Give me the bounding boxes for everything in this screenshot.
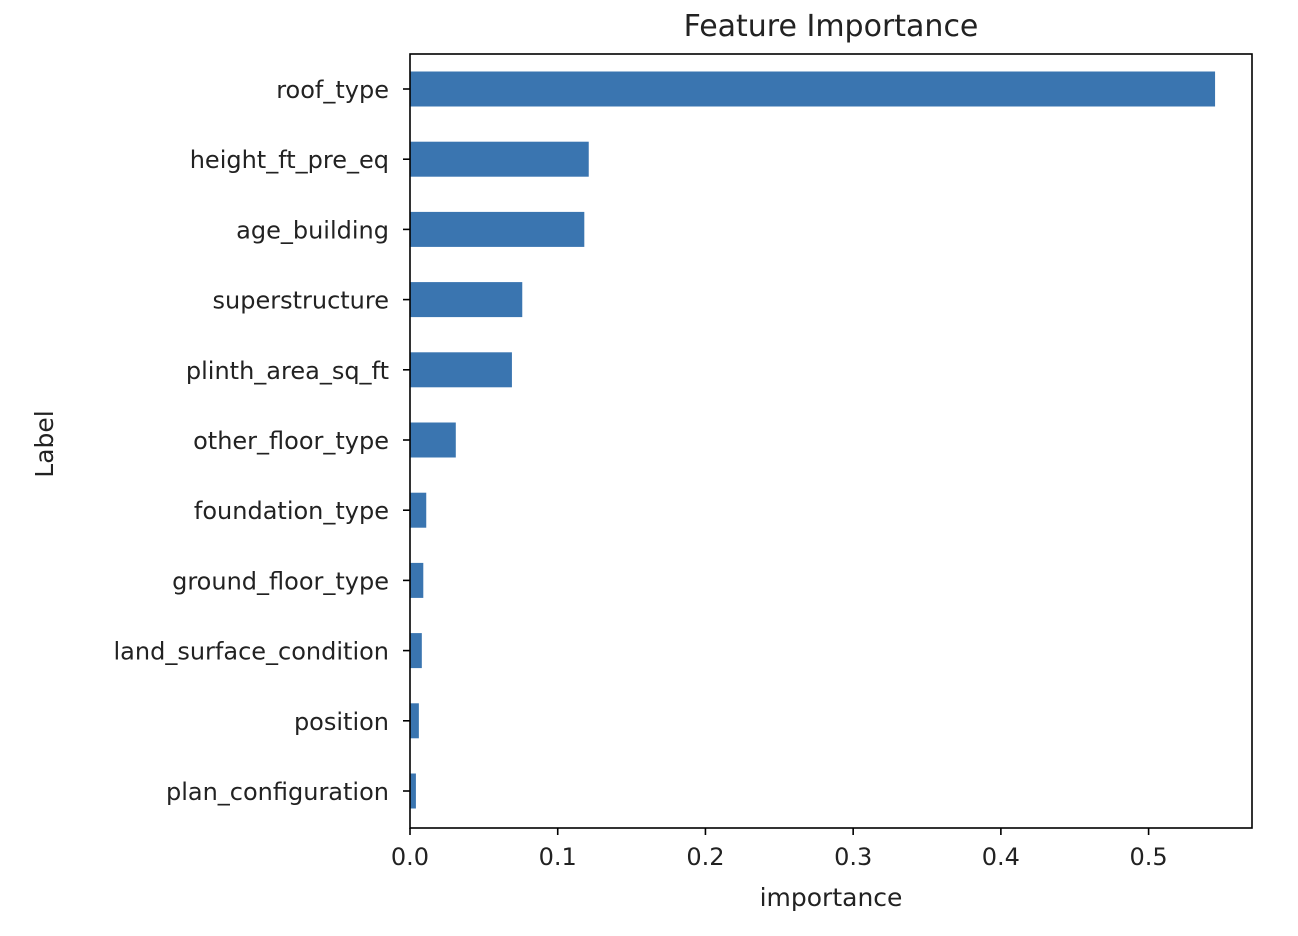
x-tick-label: 0.3 xyxy=(834,843,872,871)
bar-age-building xyxy=(410,211,585,247)
y-tick-label-foundation-type: foundation_type xyxy=(194,497,389,525)
y-tick-label-ground-floor-type: ground_floor_type xyxy=(172,567,389,595)
y-tick-label-other-floor-type: other_floor_type xyxy=(193,427,389,455)
plot-frame xyxy=(409,53,1253,829)
y-axis-label: Label xyxy=(30,410,59,477)
bar-position xyxy=(410,703,419,739)
chart-title: Feature Importance xyxy=(684,9,979,44)
y-tick-label-superstructure: superstructure xyxy=(213,287,390,315)
bar-plan-configuration xyxy=(410,773,416,809)
x-tick-label: 0.4 xyxy=(982,843,1020,871)
bar-height-ft-pre-eq xyxy=(410,141,589,177)
y-tick-label-land-surface-condition: land_surface_condition xyxy=(114,638,389,666)
y-tick-label-plinth-area-sq-ft: plinth_area_sq_ft xyxy=(186,357,389,385)
bar-land-surface-condition xyxy=(410,633,422,669)
bar-superstructure xyxy=(410,282,523,318)
x-axis-label: importance xyxy=(760,883,903,912)
bar-other-floor-type xyxy=(410,422,456,458)
x-tick-label: 0.1 xyxy=(539,843,577,871)
y-tick-label-height-ft-pre-eq: height_ft_pre_eq xyxy=(190,146,389,174)
bar-roof-type xyxy=(410,71,1216,107)
y-tick-label-roof-type: roof_type xyxy=(276,76,389,104)
x-axis-ticks: 0.0 0.1 0.2 0.3 0.4 0.5 xyxy=(391,828,1168,871)
y-tick-label-age-building: age_building xyxy=(236,216,389,244)
x-tick-label: 0.2 xyxy=(686,843,724,871)
x-tick-label: 0.5 xyxy=(1130,843,1168,871)
bar-plinth-area-sq-ft xyxy=(410,352,512,388)
y-tick-label-plan-configuration: plan_configuration xyxy=(166,778,389,806)
bars-group xyxy=(410,71,1216,809)
x-tick-label: 0.0 xyxy=(391,843,429,871)
y-tick-label-position: position xyxy=(294,708,389,736)
y-axis-ticks: roof_type height_ft_pre_eq age_buildingsup… xyxy=(114,76,410,806)
bar-ground-floor-type xyxy=(410,562,424,598)
bar-foundation-type xyxy=(410,492,427,528)
